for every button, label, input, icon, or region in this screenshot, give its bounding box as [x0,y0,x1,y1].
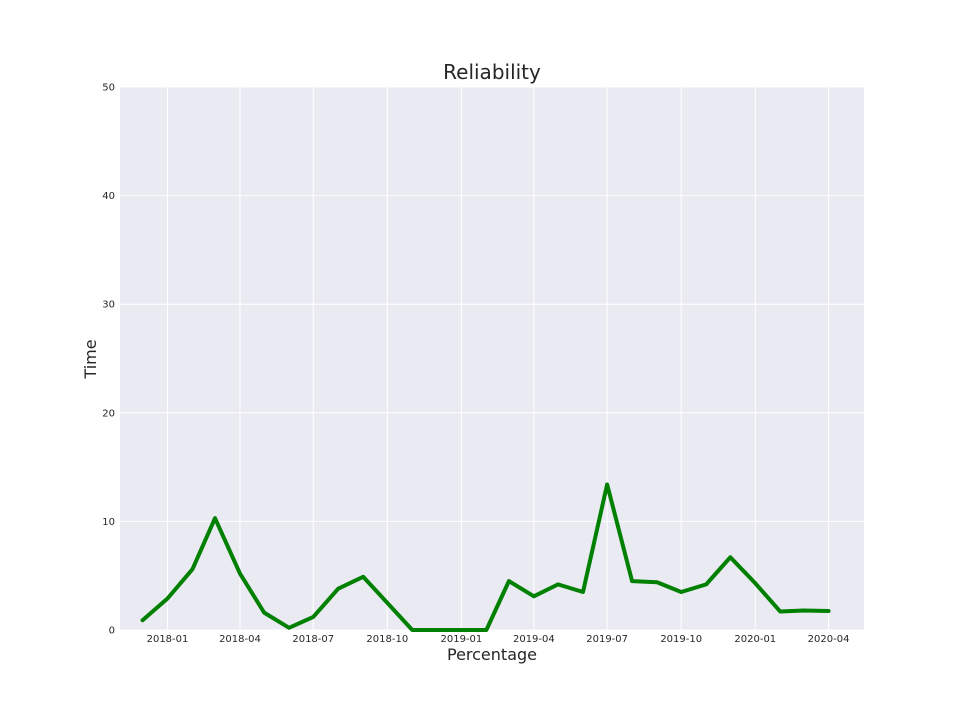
x-tick-label: 2018-07 [292,634,334,645]
data-point [485,629,487,631]
y-tick-label: 10 [102,517,115,528]
data-point [263,612,265,614]
y-tick-labels: 0 10 20 30 40 50 [102,83,115,637]
data-point [803,609,805,611]
chart-title: Reliability [443,60,541,84]
data-point [557,583,559,585]
x-tick-label: 2020-01 [734,634,776,645]
y-tick-label: 50 [102,83,115,94]
y-tick-label: 30 [102,300,115,311]
x-tick-label: 2019-04 [513,634,555,645]
data-point [828,610,830,612]
y-tick-label: 20 [102,408,115,419]
data-point [779,611,781,613]
data-point [754,582,756,584]
data-point [239,573,241,575]
data-point [312,616,314,618]
x-tick-label: 2019-10 [660,634,702,645]
data-point [606,483,608,485]
y-tick-label: 40 [102,191,115,202]
x-tick-label: 2020-04 [808,634,850,645]
data-point [533,595,535,597]
x-tick-label: 2018-10 [366,634,408,645]
data-point [705,583,707,585]
x-tick-label: 2018-01 [147,634,189,645]
series-layer [140,482,831,632]
data-point [288,627,290,629]
data-point [582,591,584,593]
plot-area [120,87,864,630]
x-tick-labels: 2018-01 2018-04 2018-07 2018-10 2019-01 2019-… [147,634,850,645]
data-point [656,581,658,583]
x-axis-title: Percentage [447,645,537,664]
data-point [191,568,193,570]
y-axis-title: Time [81,339,100,379]
data-point [411,629,413,631]
horizontal-gridlines [120,86,864,631]
data-point [362,576,364,578]
data-point [142,619,144,621]
y-tick-label: 0 [109,626,115,637]
vertical-gridlines [167,87,830,630]
x-tick-label: 2019-07 [586,634,628,645]
data-point [435,629,437,631]
data-point [631,580,633,582]
x-tick-label: 2019-01 [441,634,483,645]
x-tick-label: 2018-04 [219,634,261,645]
data-point [167,598,169,600]
data-point [508,580,510,582]
data-point [729,556,731,558]
data-point [680,591,682,593]
data-point [337,588,339,590]
data-point [214,517,216,519]
data-point [460,629,462,631]
data-point [386,602,388,604]
